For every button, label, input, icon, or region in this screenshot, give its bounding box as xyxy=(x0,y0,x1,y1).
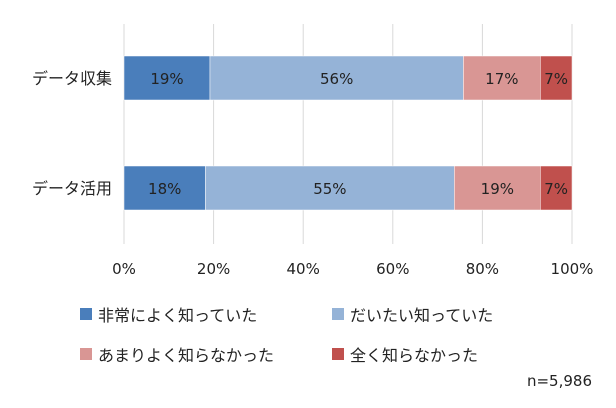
bar-segment xyxy=(123,165,206,211)
x-tick-label: 60% xyxy=(376,260,409,278)
legend-item-mostly-known: だいたい知っていた xyxy=(332,302,493,326)
bar-value-label: 18% xyxy=(148,180,181,198)
legend-swatch xyxy=(80,308,92,320)
legend-swatch xyxy=(332,348,344,360)
legend-label: あまりよく知らなかった xyxy=(98,346,275,365)
legend-item-very-well-known: 非常によく知っていた xyxy=(80,302,257,326)
x-tick-label: 0% xyxy=(112,260,136,278)
x-tick-label: 40% xyxy=(287,260,320,278)
bar-value-label: 19% xyxy=(150,70,183,88)
bar-segment xyxy=(540,165,573,211)
bar-segment xyxy=(463,55,541,101)
legend-label: 非常によく知っていた xyxy=(98,306,258,325)
legend-label: だいたい知っていた xyxy=(350,306,494,325)
bar-segment xyxy=(123,55,211,101)
legend-swatch xyxy=(332,308,344,320)
bar-value-label: 56% xyxy=(320,70,353,88)
bar-segment xyxy=(205,165,455,211)
bar-value-label: 7% xyxy=(544,180,568,198)
x-tick-label: 100% xyxy=(551,260,594,278)
bar-value-label: 17% xyxy=(485,70,518,88)
bar-segment xyxy=(454,165,541,211)
sample-size-note: n=5,986 xyxy=(526,372,592,390)
legend-item-not-well-known: あまりよく知らなかった xyxy=(80,342,274,366)
category-label: データ活用 xyxy=(32,179,112,198)
bar-value-label: 55% xyxy=(313,180,346,198)
category-label: データ収集 xyxy=(32,69,112,88)
x-tick-label: 20% xyxy=(197,260,230,278)
legend-swatch xyxy=(80,348,92,360)
x-tick-label: 80% xyxy=(466,260,499,278)
legend-label: 全く知らなかった xyxy=(350,346,479,365)
bar-segment xyxy=(540,55,573,101)
legend-item-not-known-at-all: 全く知らなかった xyxy=(332,342,478,366)
bar-value-label: 7% xyxy=(544,70,568,88)
bar-value-label: 19% xyxy=(481,180,514,198)
